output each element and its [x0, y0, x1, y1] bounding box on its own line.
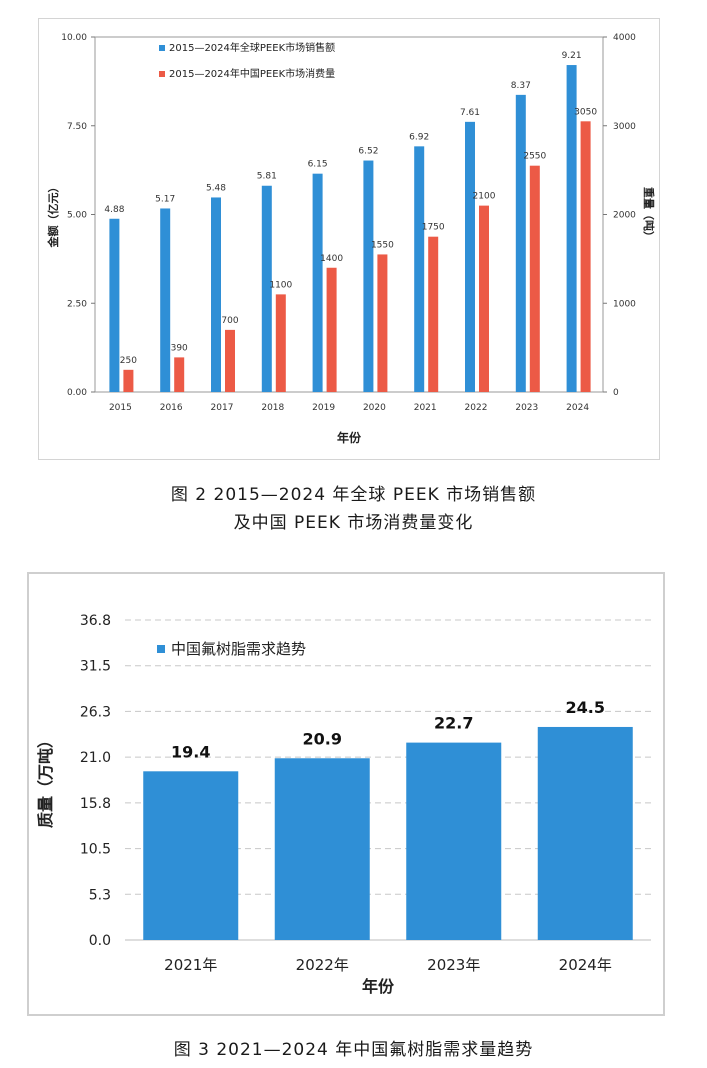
- bar-consumption: [225, 329, 235, 392]
- y-tick-label: 2.50: [67, 299, 87, 309]
- x-tick-label: 2022: [465, 403, 488, 413]
- bar-sales: [312, 173, 323, 392]
- x-tick-label: 2020: [363, 403, 386, 413]
- bar-sales: [414, 146, 425, 392]
- bar-consumption: [326, 267, 337, 392]
- y-tick-label: 5.00: [67, 211, 87, 221]
- y-tick-label: 7.50: [67, 122, 87, 132]
- x-tick-label: 2021年: [164, 956, 217, 974]
- x-axis-title: 年份: [337, 430, 362, 445]
- x-tick-label: 2024: [566, 403, 589, 413]
- data-label: 3050: [574, 107, 597, 117]
- x-axis-title: 年份: [362, 977, 395, 996]
- bar-sales: [160, 208, 171, 392]
- bar-sales: [211, 197, 221, 392]
- y2-axis-title: 重量（吨）: [642, 187, 656, 242]
- data-label: 1550: [371, 240, 394, 250]
- figure-2-chart: 0.00 2.50 5.00 7.50 10.00 0 1000 2000 3000 4000 20…: [38, 18, 660, 460]
- x-tick-label: 2023: [515, 403, 538, 413]
- x-tick-label: 2022年: [296, 956, 349, 974]
- x-tick-label: 2016: [160, 403, 183, 413]
- bar-demand: [406, 742, 502, 940]
- data-label: 1100: [269, 280, 292, 290]
- figure-3-caption: 图 3 2021—2024 年中国氟树脂需求量趋势: [173, 1040, 534, 1060]
- bar-sales: [515, 94, 526, 393]
- legend-swatch: [159, 45, 165, 51]
- data-label: 5.81: [257, 172, 277, 182]
- data-label: 250: [120, 356, 137, 366]
- data-label: 22.7: [434, 714, 473, 733]
- data-label: 6.92: [409, 132, 429, 142]
- x-tick-label: 2017: [211, 403, 234, 413]
- bar-consumption: [275, 294, 286, 392]
- data-label: 6.15: [308, 160, 328, 170]
- y-tick-label: 26.3: [80, 704, 111, 720]
- figure-2-caption-line-2: 及中国 PEEK 市场消费量变化: [233, 513, 474, 533]
- bar-consumption: [428, 236, 439, 392]
- data-label: 4.88: [104, 205, 124, 215]
- bar-consumption: [377, 254, 388, 392]
- bar-consumption: [174, 357, 185, 392]
- y-tick-label: 0.00: [67, 388, 87, 398]
- bar-consumption: [479, 205, 489, 392]
- bar-demand: [274, 758, 370, 940]
- x-tick-label: 2024年: [559, 956, 612, 974]
- figure-3-svg: 0.0 5.3 10.5 15.8 21.0 26.3 31.5 36.8 2021年 2022年…: [36, 613, 651, 996]
- data-label: 2100: [473, 192, 496, 202]
- data-label: 24.5: [566, 698, 605, 717]
- legend-swatch: [157, 645, 165, 653]
- y-tick-label: 15.8: [80, 796, 111, 812]
- bar-consumption: [123, 369, 134, 392]
- data-label: 390: [171, 343, 188, 353]
- y-tick-label: 5.3: [89, 887, 111, 903]
- bar-sales: [363, 160, 374, 392]
- y-axis-title: 质量（万吨）: [36, 732, 55, 828]
- bar-sales: [109, 218, 120, 392]
- y2-tick-label: 1000: [613, 299, 636, 309]
- x-tick-label: 2023年: [427, 956, 480, 974]
- data-label: 20.9: [303, 729, 342, 748]
- x-tick-label: 2019: [312, 403, 335, 413]
- y-axis-title: 金额（亿元）: [46, 182, 60, 249]
- data-label: 8.37: [511, 81, 531, 91]
- y2-tick-label: 3000: [613, 122, 636, 132]
- y-tick-label: 10.00: [61, 33, 87, 43]
- y-tick-label: 21.0: [80, 750, 111, 766]
- figure-2-svg: 0.00 2.50 5.00 7.50 10.00 0 1000 2000 3000 4000 20…: [46, 33, 656, 445]
- bar-sales: [465, 121, 475, 392]
- bar-sales: [261, 185, 272, 392]
- data-label: 5.17: [155, 194, 175, 204]
- data-label: 1750: [422, 223, 445, 233]
- bar-sales: [566, 65, 577, 393]
- data-label: 5.48: [206, 183, 226, 193]
- y-tick-label: 0.0: [89, 933, 111, 949]
- y2-tick-label: 2000: [613, 211, 636, 221]
- figure-3-chart: 0.0 5.3 10.5 15.8 21.0 26.3 31.5 36.8 2021年 2022年…: [27, 572, 665, 1016]
- y-tick-label: 31.5: [80, 659, 111, 675]
- y2-tick-label: 0: [613, 388, 619, 398]
- data-label: 2550: [523, 152, 546, 162]
- bar-consumption: [580, 121, 591, 392]
- data-label: 6.52: [358, 147, 378, 157]
- y2-tick-label: 4000: [613, 33, 636, 43]
- x-tick-label: 2015: [109, 403, 132, 413]
- data-label: 700: [221, 316, 238, 326]
- bar-consumption: [529, 165, 540, 392]
- legend-swatch: [159, 71, 165, 77]
- x-tick-label: 2021: [414, 403, 437, 413]
- y-tick-label: 10.5: [80, 842, 111, 858]
- legend-label: 中国氟树脂需求趋势: [171, 640, 306, 658]
- data-label: 1400: [320, 254, 343, 264]
- y-tick-label: 36.8: [80, 613, 111, 629]
- data-label: 19.4: [171, 742, 210, 761]
- legend-label: 2015—2024年中国PEEK市场消费量: [169, 67, 335, 80]
- bar-demand: [143, 771, 239, 940]
- bar-demand: [537, 726, 633, 940]
- data-label: 7.61: [460, 108, 480, 118]
- data-label: 9.21: [562, 51, 582, 61]
- legend-label: 2015—2024年全球PEEK市场销售额: [169, 41, 335, 54]
- x-tick-label: 2018: [261, 403, 284, 413]
- figure-2-caption-line-1: 图 2 2015—2024 年全球 PEEK 市场销售额: [170, 485, 537, 505]
